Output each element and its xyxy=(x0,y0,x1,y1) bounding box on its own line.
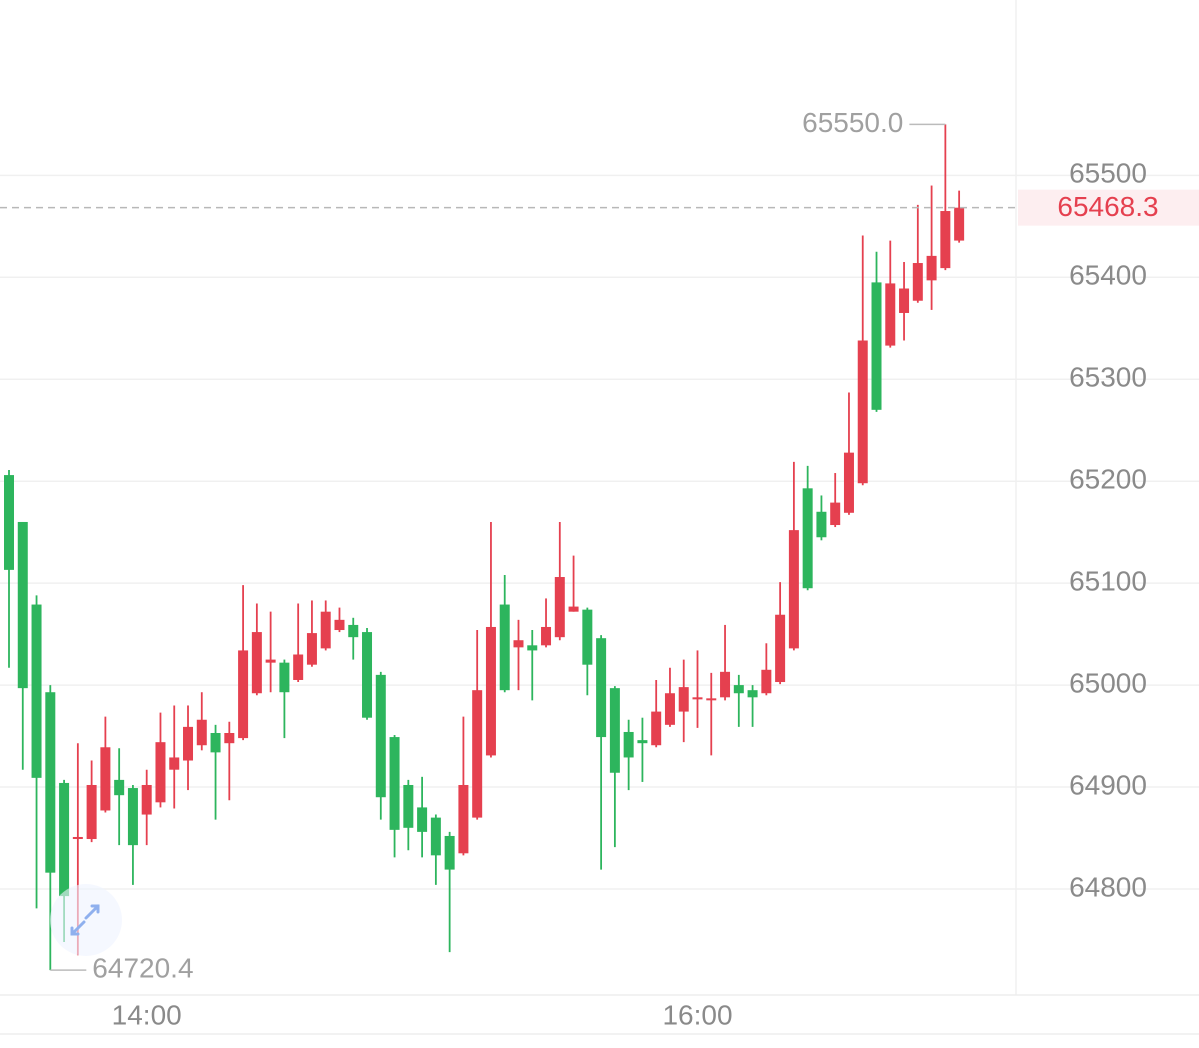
candle-body xyxy=(775,614,786,683)
candle-body xyxy=(843,452,854,513)
candle-body xyxy=(183,726,194,761)
candle-body xyxy=(720,671,731,698)
candle-body xyxy=(169,757,180,770)
candle-body xyxy=(926,255,937,281)
candle-body xyxy=(678,687,689,712)
candle-body xyxy=(155,742,166,803)
candle-body xyxy=(609,688,620,773)
candle-body xyxy=(114,779,125,796)
y-tick-label: 65100 xyxy=(1069,566,1147,597)
candle-body xyxy=(513,640,524,648)
candle-body xyxy=(485,626,496,756)
candle-body xyxy=(761,669,772,694)
candle-body xyxy=(788,530,799,649)
candle-body xyxy=(348,624,359,638)
candle-body xyxy=(306,633,317,665)
candle-body xyxy=(582,609,593,665)
y-tick-label: 65000 xyxy=(1069,667,1147,698)
candle-body xyxy=(31,604,42,778)
zoom-arrows[interactable] xyxy=(70,904,100,936)
candle-body xyxy=(499,604,510,691)
y-tick-label: 64800 xyxy=(1069,871,1147,902)
candle-body xyxy=(417,807,428,832)
candle-body xyxy=(857,340,868,484)
plot: 64800 64900 65000 65100 65200 65300 65400 65500… xyxy=(0,107,1199,1030)
candle-body xyxy=(320,611,331,649)
candle-body xyxy=(265,659,276,663)
candle-body xyxy=(334,619,345,631)
candle-body xyxy=(251,632,262,694)
candle-body xyxy=(86,784,97,840)
candle-body xyxy=(692,697,703,700)
x-tick-label: 16:00 xyxy=(662,999,732,1030)
candle-body xyxy=(100,747,111,811)
candle-body xyxy=(527,645,538,651)
candle-body xyxy=(458,784,469,854)
candle-body xyxy=(362,632,373,718)
candle-body xyxy=(871,282,882,410)
y-tick-label: 65200 xyxy=(1069,464,1147,495)
candle-body xyxy=(733,685,744,694)
candle-body xyxy=(651,711,662,746)
candle-body xyxy=(4,475,14,570)
candle-body xyxy=(141,784,152,815)
candle-body xyxy=(375,674,386,798)
candle-body xyxy=(664,693,675,725)
candle-body xyxy=(940,211,951,269)
candle-body xyxy=(430,817,441,856)
candle-body xyxy=(568,606,579,612)
y-tick-label: 64900 xyxy=(1069,769,1147,800)
candle-body xyxy=(747,690,758,698)
candle-body xyxy=(954,207,965,241)
candle-body xyxy=(830,502,841,526)
candle-body xyxy=(885,283,896,346)
candle-body xyxy=(444,835,455,870)
candle-body xyxy=(224,732,235,744)
candle-body xyxy=(210,732,221,753)
candle-body xyxy=(127,788,138,846)
candle-body xyxy=(802,488,813,589)
candle-body xyxy=(899,288,910,313)
candle-body xyxy=(554,577,565,638)
candle-body xyxy=(279,662,290,693)
last-price-bg xyxy=(1018,189,1199,226)
candle-body xyxy=(293,654,304,680)
candle-body xyxy=(541,626,552,646)
x-tick-label: 14:00 xyxy=(112,999,182,1030)
candle-body xyxy=(238,650,249,739)
candle-body xyxy=(17,521,28,689)
candle-body xyxy=(912,263,923,301)
candle-body xyxy=(59,782,70,897)
candle-body xyxy=(472,690,483,818)
y-tick-label: 65400 xyxy=(1069,260,1147,291)
last-price-label: 65468.3 xyxy=(1057,191,1158,222)
candle-body xyxy=(403,784,414,828)
y-tick-label: 65300 xyxy=(1069,362,1147,393)
candle-body xyxy=(389,737,400,830)
min-label: 64720.4 xyxy=(92,953,193,984)
candle-body xyxy=(706,698,717,701)
candle-body xyxy=(623,731,634,758)
candle-body xyxy=(72,836,83,840)
zoom-icon-bg[interactable] xyxy=(50,884,122,956)
candle-body xyxy=(637,740,648,744)
max-label: 65550.0 xyxy=(802,107,903,138)
candle-body xyxy=(596,638,607,738)
y-tick-label: 65500 xyxy=(1069,158,1147,189)
candle-body xyxy=(816,511,827,538)
zoom-icon[interactable] xyxy=(50,884,122,956)
candle-body xyxy=(45,692,56,873)
candle-body xyxy=(196,719,207,746)
